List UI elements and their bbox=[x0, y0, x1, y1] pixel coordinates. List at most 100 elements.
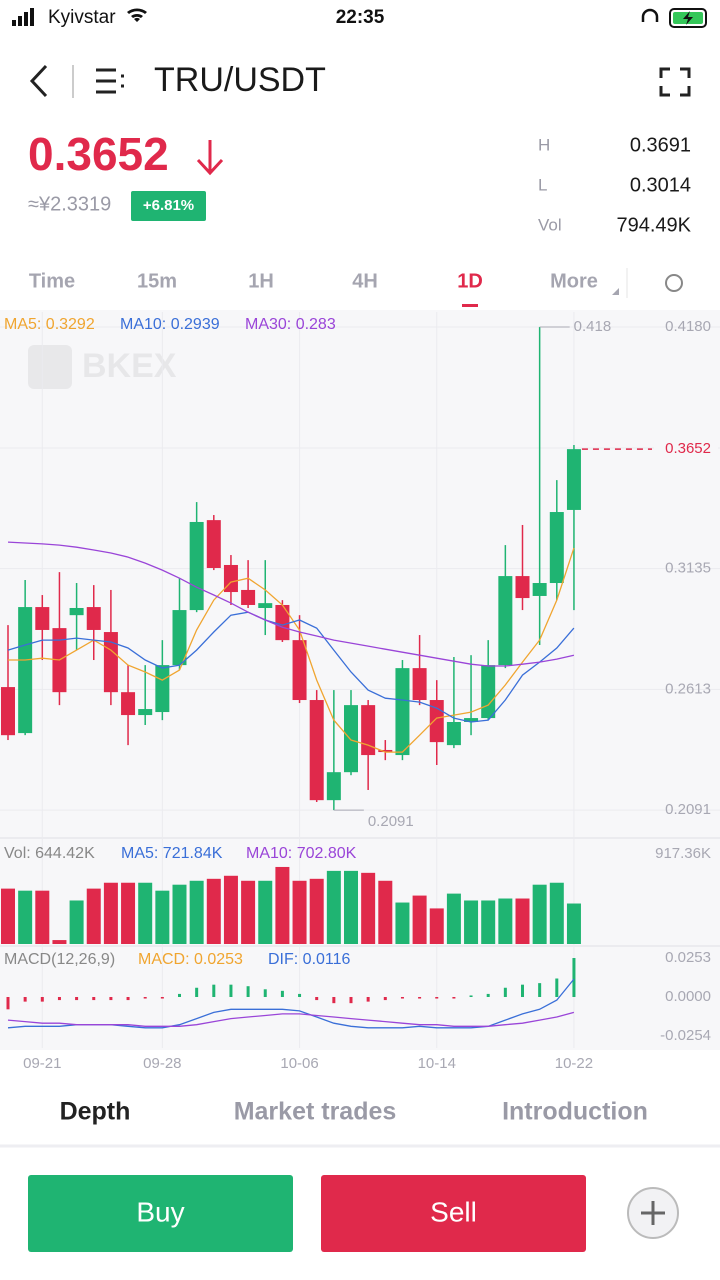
info-tab[interactable]: Market trades bbox=[234, 1098, 397, 1126]
candle-body bbox=[309, 700, 324, 801]
candle-body bbox=[532, 583, 547, 596]
kline-chart: 0.41800.36570.31350.26130.209109-2109-28… bbox=[0, 312, 720, 1072]
timeframe-tab[interactable]: 4H bbox=[352, 270, 378, 292]
candle-body bbox=[292, 640, 307, 701]
candle-body bbox=[86, 607, 101, 630]
macd-bar bbox=[349, 996, 353, 1004]
macd-bar bbox=[229, 984, 233, 997]
low-label: 0.2091 bbox=[368, 813, 414, 830]
macd-bar bbox=[263, 989, 267, 997]
volume-bar bbox=[258, 880, 273, 944]
timeframe-tab[interactable]: 1H bbox=[248, 270, 274, 292]
volume-bar bbox=[326, 870, 341, 944]
change-badge bbox=[131, 191, 206, 221]
candle-body bbox=[155, 665, 170, 713]
macd-bar bbox=[160, 996, 164, 999]
fullscreen-button[interactable] bbox=[659, 67, 691, 97]
back-button[interactable] bbox=[29, 64, 48, 98]
candle-body bbox=[275, 604, 290, 641]
volume-tick-label: 917.36K bbox=[655, 845, 711, 862]
volume-bar bbox=[52, 940, 67, 944]
ma-line bbox=[7, 611, 575, 723]
tab-underline bbox=[462, 304, 478, 307]
volume-bar bbox=[412, 895, 427, 944]
sell-label: Sell bbox=[430, 1196, 477, 1227]
candle-body bbox=[464, 718, 479, 722]
y-tick-label: 0.4180 bbox=[665, 318, 711, 335]
stat-value: 0.3014 bbox=[630, 174, 691, 196]
volume-bar bbox=[206, 878, 221, 944]
high-label: 0.418 bbox=[574, 318, 612, 335]
volume-bar bbox=[395, 902, 410, 944]
indicator-settings[interactable] bbox=[665, 274, 683, 292]
watermark-text: BKEX bbox=[82, 347, 177, 385]
volume-bar bbox=[172, 884, 187, 944]
candle-body bbox=[344, 705, 358, 773]
macd-bar bbox=[400, 996, 404, 999]
volume-bar bbox=[69, 900, 84, 944]
candle-body bbox=[172, 610, 187, 666]
macd-bar bbox=[92, 996, 96, 1001]
macd-legend: DIF: 0.0116 bbox=[268, 951, 351, 968]
macd-bar bbox=[75, 996, 79, 1001]
macd-bar bbox=[418, 996, 422, 999]
info-tab[interactable]: Depth bbox=[60, 1098, 131, 1126]
macd-bar bbox=[6, 996, 10, 1010]
watermark bbox=[28, 345, 72, 389]
charging-icon bbox=[683, 11, 693, 25]
macd-bar bbox=[143, 996, 147, 999]
volume-bar bbox=[481, 900, 496, 944]
candle-body bbox=[566, 449, 581, 510]
add-button[interactable] bbox=[627, 1187, 679, 1239]
macd-bar bbox=[57, 996, 61, 1001]
volume-bar bbox=[515, 898, 530, 944]
volume-bar bbox=[446, 893, 461, 944]
menu-button[interactable] bbox=[96, 68, 124, 94]
macd-bar bbox=[572, 958, 576, 997]
buy-button[interactable] bbox=[28, 1175, 293, 1252]
timeframe-tab[interactable]: More bbox=[550, 270, 598, 292]
ma-legend: MA10: 0.2939 bbox=[120, 316, 220, 333]
buy-label: Buy bbox=[136, 1196, 184, 1227]
sell-button[interactable] bbox=[321, 1175, 586, 1252]
stat-label: Vol bbox=[538, 215, 562, 234]
volume-bar bbox=[498, 898, 513, 944]
timeframe-tab[interactable]: 15m bbox=[137, 270, 177, 292]
candle-body bbox=[103, 632, 118, 693]
volume-bar bbox=[103, 882, 118, 944]
volume-bar bbox=[275, 866, 290, 944]
volume-bar bbox=[121, 882, 136, 944]
volume-bar bbox=[18, 890, 33, 944]
candle-body bbox=[121, 692, 136, 716]
last-price: 0.3652 bbox=[28, 128, 169, 180]
macd-bar bbox=[503, 987, 507, 997]
candle-body bbox=[395, 668, 410, 756]
candle-body bbox=[1, 687, 15, 736]
info-tab[interactable]: Introduction bbox=[502, 1098, 648, 1126]
macd-bar bbox=[126, 996, 130, 1001]
candle-body bbox=[326, 772, 341, 801]
candle-body bbox=[412, 668, 427, 701]
last-price-label: 0.3652 bbox=[665, 440, 711, 457]
volume-bar bbox=[361, 872, 376, 944]
volume-bar bbox=[344, 870, 358, 944]
candle-body bbox=[189, 521, 204, 611]
timeframe-tab[interactable]: 1D bbox=[457, 270, 483, 292]
stat-value: 0.3691 bbox=[630, 134, 691, 156]
x-tick-label: 10-22 bbox=[555, 1055, 593, 1072]
volume-bar bbox=[155, 890, 170, 944]
volume-bar bbox=[566, 903, 581, 944]
macd-bar bbox=[538, 983, 542, 997]
volume-legend: Vol: 644.42K bbox=[4, 845, 95, 862]
candle-body bbox=[241, 589, 256, 605]
ma-legend: MA30: 0.283 bbox=[245, 316, 336, 333]
volume-bar bbox=[86, 888, 101, 944]
timeframe-tab[interactable]: Time bbox=[29, 270, 75, 292]
more-triangle bbox=[612, 288, 619, 295]
macd-bar bbox=[178, 993, 181, 997]
macd-bar bbox=[195, 987, 199, 997]
x-tick-label: 10-14 bbox=[418, 1055, 456, 1072]
y-tick-label: 0.3135 bbox=[665, 560, 711, 577]
macd-bar bbox=[109, 996, 113, 1001]
